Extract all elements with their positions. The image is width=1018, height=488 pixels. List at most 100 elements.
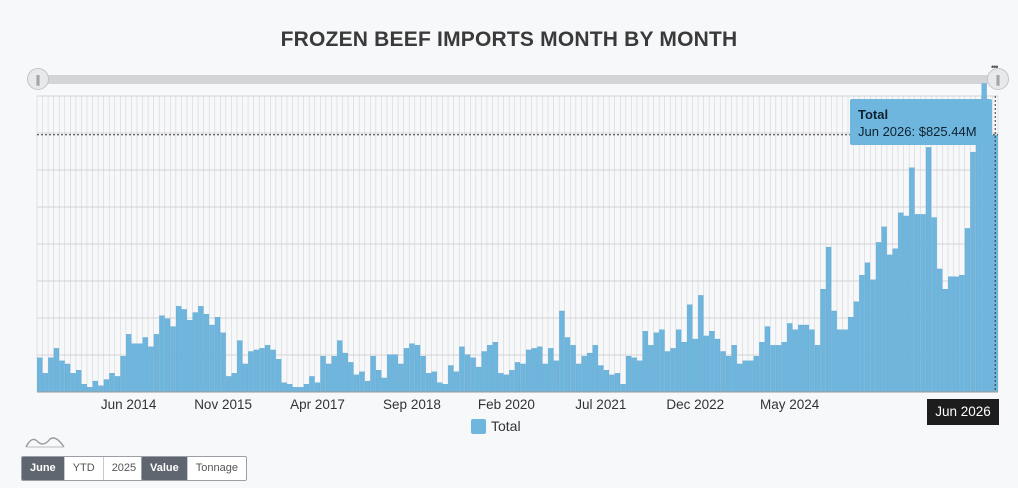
- bar[interactable]: [920, 214, 926, 393]
- bar[interactable]: [120, 356, 126, 393]
- bar[interactable]: [670, 348, 676, 393]
- period-year-button[interactable]: 2025: [111, 462, 137, 474]
- bar[interactable]: [931, 217, 937, 393]
- bar[interactable]: [403, 348, 410, 393]
- bar[interactable]: [853, 301, 859, 393]
- bar[interactable]: [648, 345, 654, 393]
- measure-tonnage-button[interactable]: Tonnage: [195, 462, 238, 474]
- bar[interactable]: [937, 268, 943, 393]
- bar[interactable]: [92, 380, 98, 393]
- bar[interactable]: [198, 306, 204, 393]
- bar[interactable]: [503, 374, 510, 393]
- bar[interactable]: [964, 228, 971, 393]
- bar[interactable]: [470, 357, 476, 393]
- bar[interactable]: [864, 262, 871, 393]
- bar[interactable]: [792, 329, 798, 393]
- bar[interactable]: [131, 343, 137, 393]
- bar[interactable]: [37, 357, 43, 393]
- bar[interactable]: [59, 360, 65, 393]
- bar[interactable]: [531, 348, 537, 393]
- chart-type-icon[interactable]: [24, 433, 66, 449]
- bar[interactable]: [803, 324, 809, 393]
- bar[interactable]: [414, 345, 421, 393]
- bar[interactable]: [759, 341, 765, 393]
- bar[interactable]: [364, 380, 371, 393]
- bar[interactable]: [53, 348, 60, 393]
- bar[interactable]: [842, 329, 848, 393]
- bar[interactable]: [459, 346, 465, 393]
- bar[interactable]: [176, 306, 182, 393]
- bar[interactable]: [137, 343, 143, 393]
- bar[interactable]: [226, 376, 232, 393]
- bar[interactable]: [453, 371, 460, 393]
- bar[interactable]: [798, 324, 804, 393]
- bar[interactable]: [237, 340, 243, 393]
- bar[interactable]: [281, 382, 287, 393]
- bar[interactable]: [298, 387, 304, 393]
- bar[interactable]: [203, 313, 210, 393]
- bar[interactable]: [570, 345, 576, 393]
- bar[interactable]: [620, 384, 626, 393]
- bar[interactable]: [64, 363, 71, 393]
- bar[interactable]: [809, 329, 815, 393]
- bar[interactable]: [781, 341, 787, 393]
- bar[interactable]: [887, 254, 893, 393]
- bar[interactable]: [242, 363, 248, 393]
- bar[interactable]: [770, 345, 776, 393]
- bar[interactable]: [725, 356, 732, 393]
- bar[interactable]: [592, 345, 598, 393]
- bar[interactable]: [126, 334, 132, 393]
- period-june-button[interactable]: June: [22, 457, 65, 480]
- bar[interactable]: [259, 348, 265, 393]
- bar[interactable]: [320, 356, 326, 393]
- range-end-handle[interactable]: ‖: [987, 68, 1009, 90]
- bar[interactable]: [614, 373, 621, 393]
- bar[interactable]: [848, 317, 854, 393]
- range-start-handle[interactable]: ‖: [27, 68, 49, 90]
- legend-item-total[interactable]: Total: [471, 418, 521, 434]
- bar[interactable]: [870, 279, 876, 393]
- bar[interactable]: [825, 246, 832, 393]
- bar[interactable]: [209, 324, 215, 393]
- bar[interactable]: [953, 276, 959, 393]
- bar[interactable]: [148, 346, 154, 393]
- bar[interactable]: [742, 360, 748, 393]
- bar[interactable]: [109, 373, 115, 393]
- bar[interactable]: [720, 351, 726, 393]
- bar[interactable]: [787, 323, 793, 393]
- bar[interactable]: [659, 329, 665, 393]
- bar[interactable]: [214, 317, 221, 393]
- bar[interactable]: [820, 289, 826, 393]
- bar[interactable]: [42, 373, 48, 393]
- measure-value-button[interactable]: Value: [142, 457, 188, 480]
- bar[interactable]: [737, 363, 743, 393]
- bar[interactable]: [975, 111, 982, 393]
- bar[interactable]: [598, 365, 604, 393]
- bar[interactable]: [192, 312, 198, 393]
- bar[interactable]: [898, 212, 904, 393]
- bar[interactable]: [303, 384, 310, 393]
- bar[interactable]: [698, 295, 704, 393]
- bar[interactable]: [481, 351, 487, 393]
- bar[interactable]: [892, 248, 898, 393]
- bar[interactable]: [248, 351, 254, 393]
- bar[interactable]: [764, 326, 771, 393]
- bar[interactable]: [653, 332, 660, 393]
- bar[interactable]: [687, 304, 693, 393]
- bar[interactable]: [348, 362, 354, 393]
- bar[interactable]: [437, 382, 443, 393]
- bar[interactable]: [370, 356, 376, 393]
- bar[interactable]: [814, 345, 821, 393]
- bar[interactable]: [270, 349, 276, 393]
- bar[interactable]: [909, 167, 915, 393]
- bar[interactable]: [642, 331, 648, 393]
- bar[interactable]: [703, 335, 709, 393]
- bar[interactable]: [220, 332, 226, 393]
- bar[interactable]: [359, 371, 365, 393]
- bar[interactable]: [509, 370, 515, 393]
- bar[interactable]: [76, 370, 82, 393]
- bar[interactable]: [881, 226, 887, 393]
- bar[interactable]: [959, 275, 965, 393]
- bar[interactable]: [475, 366, 482, 393]
- bar[interactable]: [520, 363, 526, 393]
